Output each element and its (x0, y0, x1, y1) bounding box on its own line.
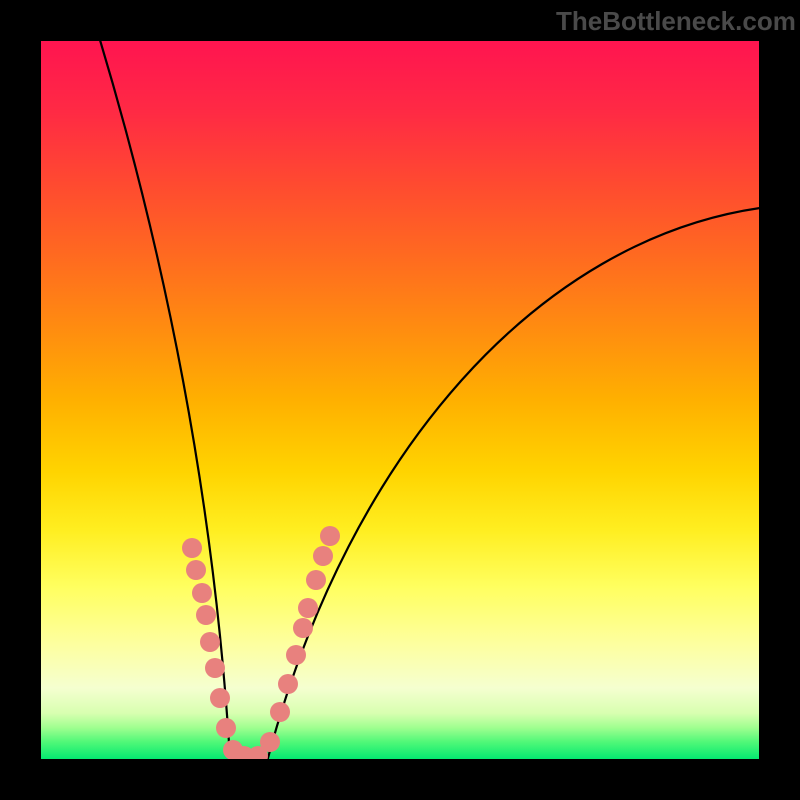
data-marker (186, 560, 206, 580)
data-marker (286, 645, 306, 665)
data-marker (270, 702, 290, 722)
data-marker (205, 658, 225, 678)
data-marker (196, 605, 216, 625)
data-marker (278, 674, 298, 694)
data-marker (293, 618, 313, 638)
data-marker (210, 688, 230, 708)
plot-background (40, 40, 760, 760)
data-marker (298, 598, 318, 618)
data-marker (313, 546, 333, 566)
data-marker (192, 583, 212, 603)
data-marker (260, 732, 280, 752)
watermark-text: TheBottleneck.com (556, 6, 796, 37)
data-marker (200, 632, 220, 652)
data-marker (182, 538, 202, 558)
data-marker (306, 570, 326, 590)
data-marker (320, 526, 340, 546)
data-marker (216, 718, 236, 738)
